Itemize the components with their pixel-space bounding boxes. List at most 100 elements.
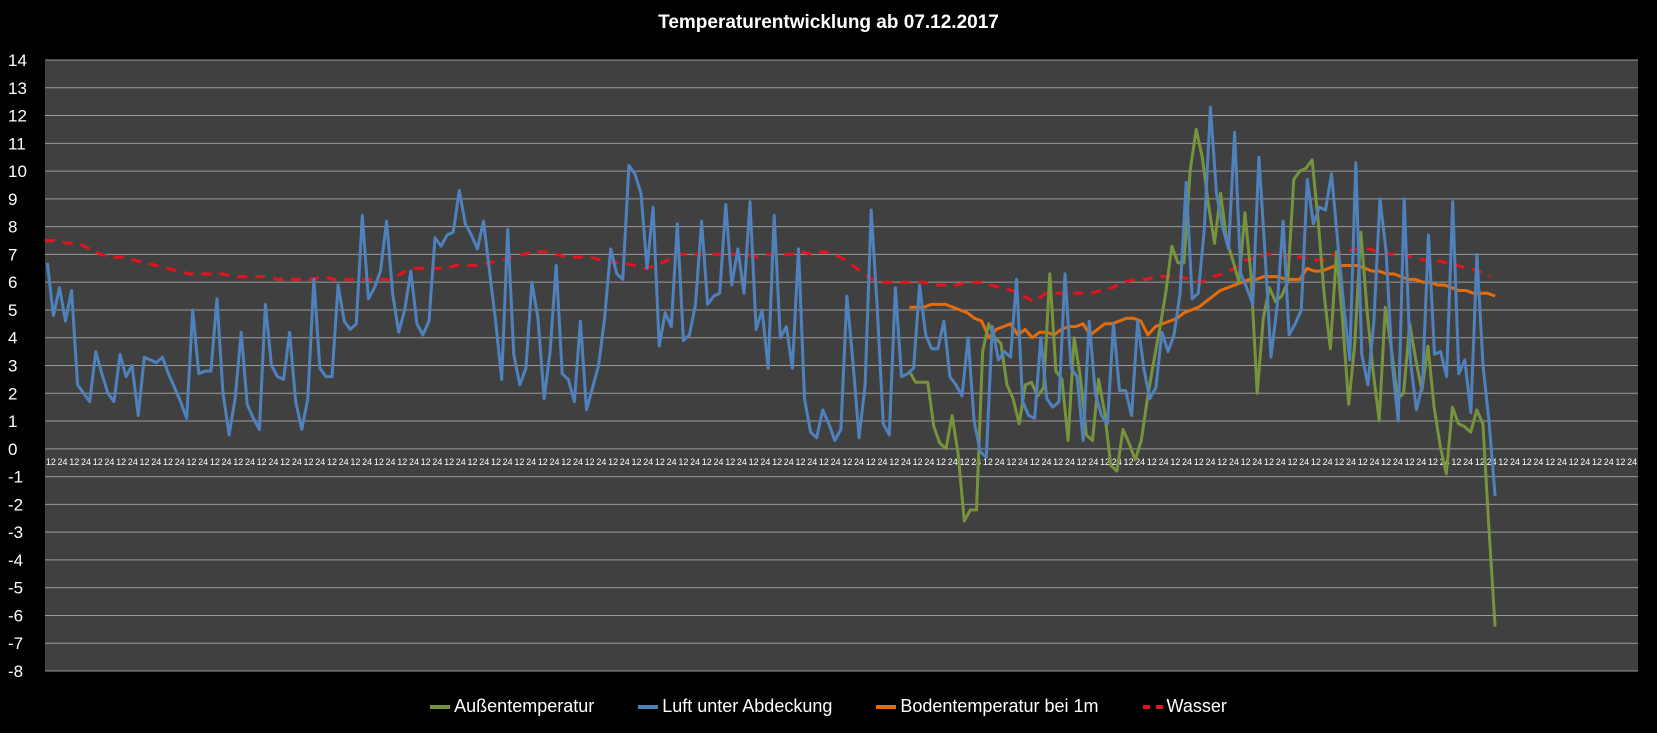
x-tick-label: 24 [1510, 457, 1520, 467]
x-tick-label: 12 [725, 457, 735, 467]
x-tick-label: 24 [268, 457, 278, 467]
x-tick-label: 12 [1334, 457, 1344, 467]
x-tick-label: 12 [374, 457, 384, 467]
y-tick-label: 8 [8, 218, 17, 237]
x-tick-label: 12 [1498, 457, 1508, 467]
x-tick-label: 12 [421, 457, 431, 467]
series-line-1 [45, 105, 1497, 497]
x-tick-label: 12 [233, 457, 243, 467]
x-tick-label: 12 [1405, 457, 1415, 467]
y-tick-label: 2 [8, 384, 17, 403]
x-tick-label: 12 [257, 457, 267, 467]
x-tick-label: 12 [795, 457, 805, 467]
x-tick-label: 24 [643, 457, 653, 467]
x-tick-label: 24 [1533, 457, 1543, 467]
x-tick-label: 12 [1615, 457, 1625, 467]
x-tick-label: 12 [842, 457, 852, 467]
x-tick-label: 12 [1006, 457, 1016, 467]
y-tick-label: 10 [8, 162, 27, 181]
y-tick-label: 13 [8, 79, 27, 98]
x-tick-label: 12 [983, 457, 993, 467]
x-tick-label: 12 [655, 457, 665, 467]
x-tick-label: 24 [1229, 457, 1239, 467]
x-tick-label: 24 [667, 457, 677, 467]
x-tick-label: 12 [561, 457, 571, 467]
y-tick-label: 0 [8, 440, 17, 459]
y-tick-label: 5 [8, 301, 17, 320]
x-tick-label: 24 [1041, 457, 1051, 467]
x-tick-label: 24 [198, 457, 208, 467]
x-tick-label: 12 [702, 457, 712, 467]
gridlines [45, 59, 1638, 672]
x-tick-label: 12 [444, 457, 454, 467]
x-tick-label: 24 [1182, 457, 1192, 467]
x-tick-label: 12 [1428, 457, 1438, 467]
x-tick-label: 24 [1557, 457, 1567, 467]
x-tick-label: 24 [620, 457, 630, 467]
legend-item: Wasser [1142, 696, 1227, 717]
legend-swatch-icon [430, 704, 451, 709]
x-tick-label: 12 [913, 457, 923, 467]
x-tick-label: 12 [116, 457, 126, 467]
x-tick-label: 24 [245, 457, 255, 467]
x-tick-label: 12 [632, 457, 642, 467]
x-tick-label: 12 [46, 457, 56, 467]
y-tick-label: 14 [8, 51, 27, 70]
x-tick-label: 24 [1088, 457, 1098, 467]
legend-label: Bodentemperatur bei 1m [900, 696, 1099, 716]
x-tick-label: 12 [1077, 457, 1087, 467]
y-tick-label: 3 [8, 357, 17, 376]
legend-swatch-icon [638, 704, 659, 709]
x-tick-label: 24 [1299, 457, 1309, 467]
x-tick-label: 24 [128, 457, 138, 467]
x-tick-label: 12 [936, 457, 946, 467]
x-tick-label: 24 [1323, 457, 1333, 467]
x-tick-label: 24 [714, 457, 724, 467]
x-tick-label: 24 [292, 457, 302, 467]
legend-label: Außentemperatur [454, 696, 595, 716]
legend: Außentemperatur Luft unter Abdeckung Boden… [0, 696, 1657, 717]
x-tick-label: 24 [339, 457, 349, 467]
legend-item: Bodentemperatur bei 1m [876, 696, 1099, 717]
x-tick-label: 24 [1604, 457, 1614, 467]
x-tick-label: 24 [479, 457, 489, 467]
x-tick-label: 12 [1264, 457, 1274, 467]
x-tick-label: 12 [350, 457, 360, 467]
x-tick-label: 24 [503, 457, 513, 467]
x-tick-label: 12 [959, 457, 969, 467]
x-tick-label: 24 [877, 457, 887, 467]
chart-title: Temperaturentwicklung ab 07.12.2017 [658, 12, 999, 33]
x-tick-label: 12 [772, 457, 782, 467]
x-tick-label: 24 [58, 457, 68, 467]
x-tick-label: 12 [1053, 457, 1063, 467]
y-tick-label: 7 [8, 245, 17, 264]
x-tick-label: 24 [1416, 457, 1426, 467]
x-tick-label: 24 [1135, 457, 1145, 467]
x-tick-label: 24 [1065, 457, 1075, 467]
x-tick-label: 12 [819, 457, 829, 467]
x-tick-label: 12 [1311, 457, 1321, 467]
x-axis-ticks: 12 24 12 24 12 24 12 24 12 24 12 24 12 24 12 24 12 24 12 24… [46, 457, 1637, 467]
x-tick-label: 24 [151, 457, 161, 467]
y-tick-label: -7 [8, 634, 23, 653]
x-tick-label: 24 [831, 457, 841, 467]
x-tick-label: 12 [491, 457, 501, 467]
x-tick-label: 12 [1217, 457, 1227, 467]
x-tick-label: 12 [69, 457, 79, 467]
x-tick-label: 24 [784, 457, 794, 467]
x-tick-label: 12 [1123, 457, 1133, 467]
x-tick-label: 24 [1159, 457, 1169, 467]
x-tick-label: 12 [538, 457, 548, 467]
y-tick-label: -4 [8, 551, 23, 570]
x-tick-label: 24 [995, 457, 1005, 467]
x-tick-label: 12 [1147, 457, 1157, 467]
x-tick-label: 12 [1194, 457, 1204, 467]
x-tick-label: 24 [104, 457, 114, 467]
x-tick-label: 12 [1030, 457, 1040, 467]
x-tick-label: 12 [1170, 457, 1180, 467]
legend-label: Luft unter Abdeckung [662, 696, 833, 716]
x-tick-label: 24 [924, 457, 934, 467]
legend-label: Wasser [1166, 696, 1227, 716]
y-tick-label: -6 [8, 606, 23, 625]
